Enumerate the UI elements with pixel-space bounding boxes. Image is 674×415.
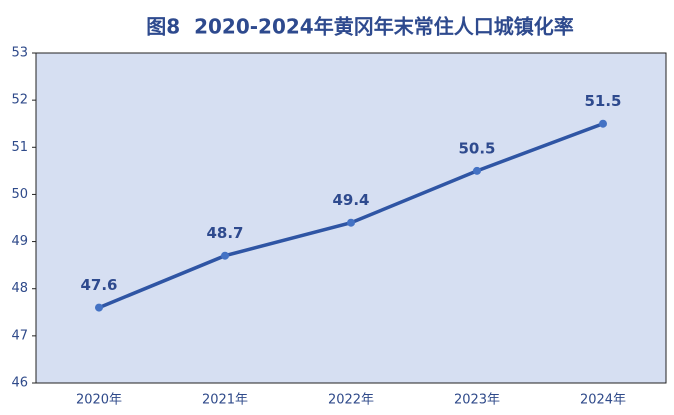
y-tick-label: 53: [11, 46, 28, 61]
y-tick-label: 46: [11, 376, 28, 391]
value-label: 48.7: [206, 224, 243, 242]
y-tick-label: 51: [11, 140, 28, 155]
y-tick-label: 49: [11, 234, 28, 249]
x-tick-label: 2024年: [580, 393, 626, 408]
marker: [221, 251, 229, 260]
x-tick-label: 2021年: [202, 393, 248, 408]
value-label: 49.4: [332, 191, 369, 209]
marker: [95, 303, 103, 312]
y-tick-label: 48: [11, 281, 28, 296]
y-tick-label: 47: [11, 328, 28, 343]
x-tick-label: 2023年: [454, 393, 500, 408]
x-tick-label: 2022年: [328, 393, 374, 408]
marker: [599, 119, 607, 128]
x-tick-label: 2020年: [76, 393, 122, 408]
marker: [473, 166, 481, 175]
y-tick-label: 50: [11, 187, 28, 202]
marker: [347, 218, 355, 227]
value-label: 50.5: [458, 139, 495, 157]
value-label: 47.6: [80, 276, 117, 294]
y-tick-label: 52: [11, 93, 28, 108]
value-label: 51.5: [584, 92, 621, 110]
plot-area: [35, 52, 667, 384]
chart-title: 图8 2020-2024年黄冈年末常住人口城镇化率: [146, 15, 573, 39]
